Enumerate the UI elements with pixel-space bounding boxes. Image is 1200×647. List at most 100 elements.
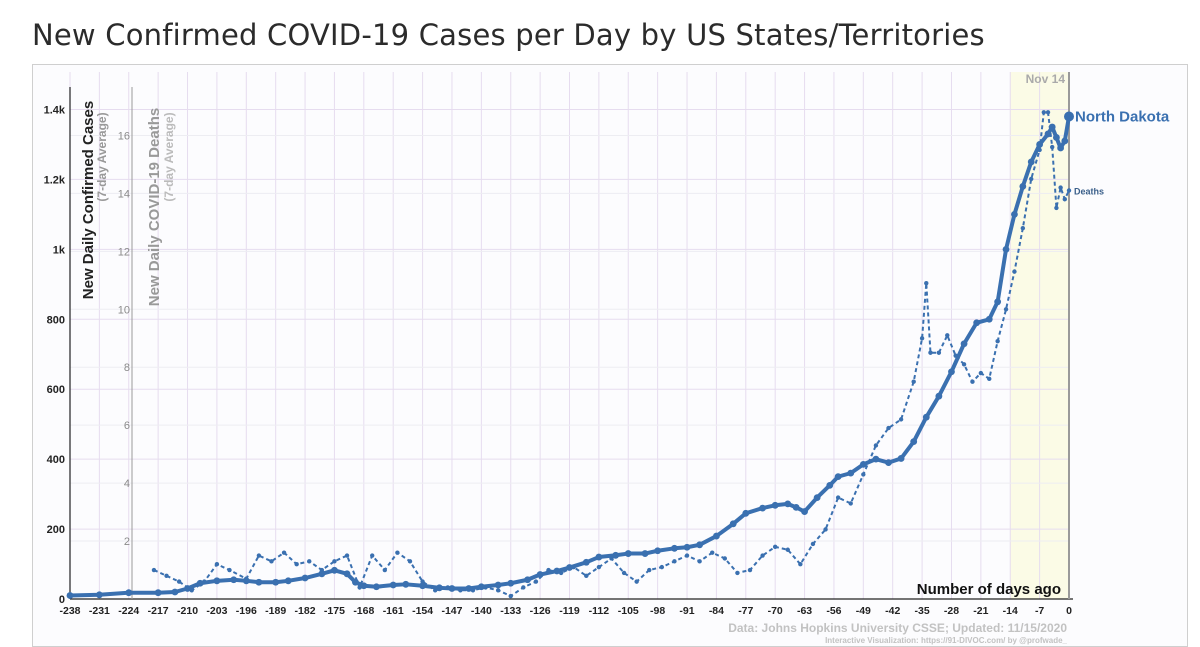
x-tick-label: -147	[441, 605, 462, 617]
y-tick-label: 0	[59, 594, 65, 606]
x-tick-label: -238	[59, 605, 80, 617]
cases-point	[624, 550, 632, 557]
cases-point	[301, 574, 309, 582]
deaths-point	[898, 417, 904, 422]
state-label: North Dakota	[1075, 108, 1170, 125]
x-tick-label: -224	[118, 605, 139, 617]
y-tick-label: 1.2k	[44, 174, 66, 186]
cases-point	[402, 580, 410, 588]
deaths-point	[760, 553, 765, 558]
x-tick-label: -98	[650, 605, 665, 617]
cases-point	[1057, 144, 1065, 152]
deaths-point	[924, 281, 929, 286]
x-tick-label: -196	[236, 605, 257, 617]
x-tick-label: -154	[412, 605, 433, 617]
deaths-point	[370, 553, 375, 558]
deaths-point	[785, 547, 790, 552]
cases-point	[1061, 137, 1069, 145]
x-tick-label: -14	[1003, 605, 1018, 617]
deaths-point	[911, 379, 916, 384]
deaths-point	[919, 336, 925, 341]
deaths-point	[1003, 307, 1009, 312]
deaths-point	[936, 350, 942, 355]
x-tick-label: -217	[148, 605, 169, 617]
cases-point	[813, 494, 821, 501]
x-tick-label: -84	[709, 605, 724, 617]
x-tick-label: -56	[826, 605, 841, 617]
deaths-point	[621, 570, 627, 576]
cases-point	[759, 504, 766, 512]
cases-point	[465, 585, 473, 592]
deaths-point	[1058, 185, 1063, 190]
y-tick-label: 400	[47, 454, 65, 466]
deaths-point	[1062, 196, 1068, 202]
cases-chart[interactable]: 02004006008001k1.2k1.4k246810121416-238-…	[33, 65, 1187, 646]
x-tick-label: -49	[856, 605, 871, 617]
deaths-point	[256, 553, 262, 558]
cases-point	[641, 550, 649, 557]
x-tick-label: -77	[738, 605, 753, 617]
deaths-point	[995, 338, 1000, 344]
deaths-point	[978, 370, 984, 376]
x-tick-label: -70	[768, 605, 783, 617]
cases-point	[859, 460, 867, 468]
deaths-point	[684, 553, 690, 558]
cases-point	[389, 581, 397, 589]
deaths-point	[1066, 188, 1072, 193]
cases-point	[683, 543, 691, 551]
deaths-point	[697, 559, 702, 564]
deaths-point	[1029, 176, 1034, 182]
cases-point	[494, 581, 502, 589]
cases-point	[671, 544, 678, 552]
deaths-point	[848, 501, 853, 506]
deaths-point	[735, 570, 740, 576]
deaths-point	[772, 544, 778, 550]
cases-point	[960, 340, 968, 348]
cases-point	[910, 438, 918, 446]
y-axis-subtitle: (7-day Average)	[95, 112, 109, 201]
cases-point	[448, 585, 456, 592]
x-tick-label: -231	[89, 605, 110, 617]
deaths-point	[861, 472, 866, 477]
deaths-point	[659, 564, 665, 570]
cases-point	[973, 319, 981, 327]
deaths-point	[151, 567, 157, 573]
deaths-point	[495, 588, 501, 593]
cases-point	[196, 579, 204, 587]
cases-point	[435, 584, 443, 592]
x-tick-label: -203	[206, 605, 227, 617]
x-tick-label: -168	[353, 605, 374, 617]
x-tick-label: -28	[944, 605, 959, 617]
y-tick-label: 1k	[53, 244, 66, 256]
deaths-point	[798, 562, 803, 567]
deaths-point	[533, 579, 539, 584]
x-tick-label: -189	[265, 605, 286, 617]
deaths-point	[281, 550, 287, 555]
y2-axis-title: New Daily COVID-19 Deaths	[146, 108, 163, 306]
cases-point	[255, 578, 263, 586]
deaths-point	[508, 593, 513, 599]
cases-endpoint	[1064, 111, 1074, 122]
x-tick-label: -35	[914, 605, 929, 617]
cases-point	[729, 520, 737, 528]
y2-tick-label: 12	[118, 246, 130, 258]
cases-point	[1002, 245, 1010, 253]
cases-point	[771, 501, 779, 509]
cases-point	[477, 583, 485, 591]
deaths-point	[886, 425, 891, 431]
cases-point	[1011, 210, 1018, 218]
x-tick-label: -133	[500, 605, 521, 617]
cases-point	[419, 582, 426, 590]
x-tick-label: -140	[471, 605, 492, 617]
cases-point	[582, 558, 590, 566]
x-tick-label: 0	[1066, 605, 1072, 617]
y-tick-label: 600	[47, 384, 65, 396]
cases-point	[897, 455, 905, 462]
deaths-point	[1050, 144, 1055, 150]
cases-point	[792, 503, 800, 511]
cases-point	[1044, 130, 1052, 138]
deaths-point	[332, 559, 337, 564]
cases-point	[566, 564, 573, 571]
deaths-label: Deaths	[1074, 187, 1104, 197]
deaths-point	[407, 559, 413, 564]
